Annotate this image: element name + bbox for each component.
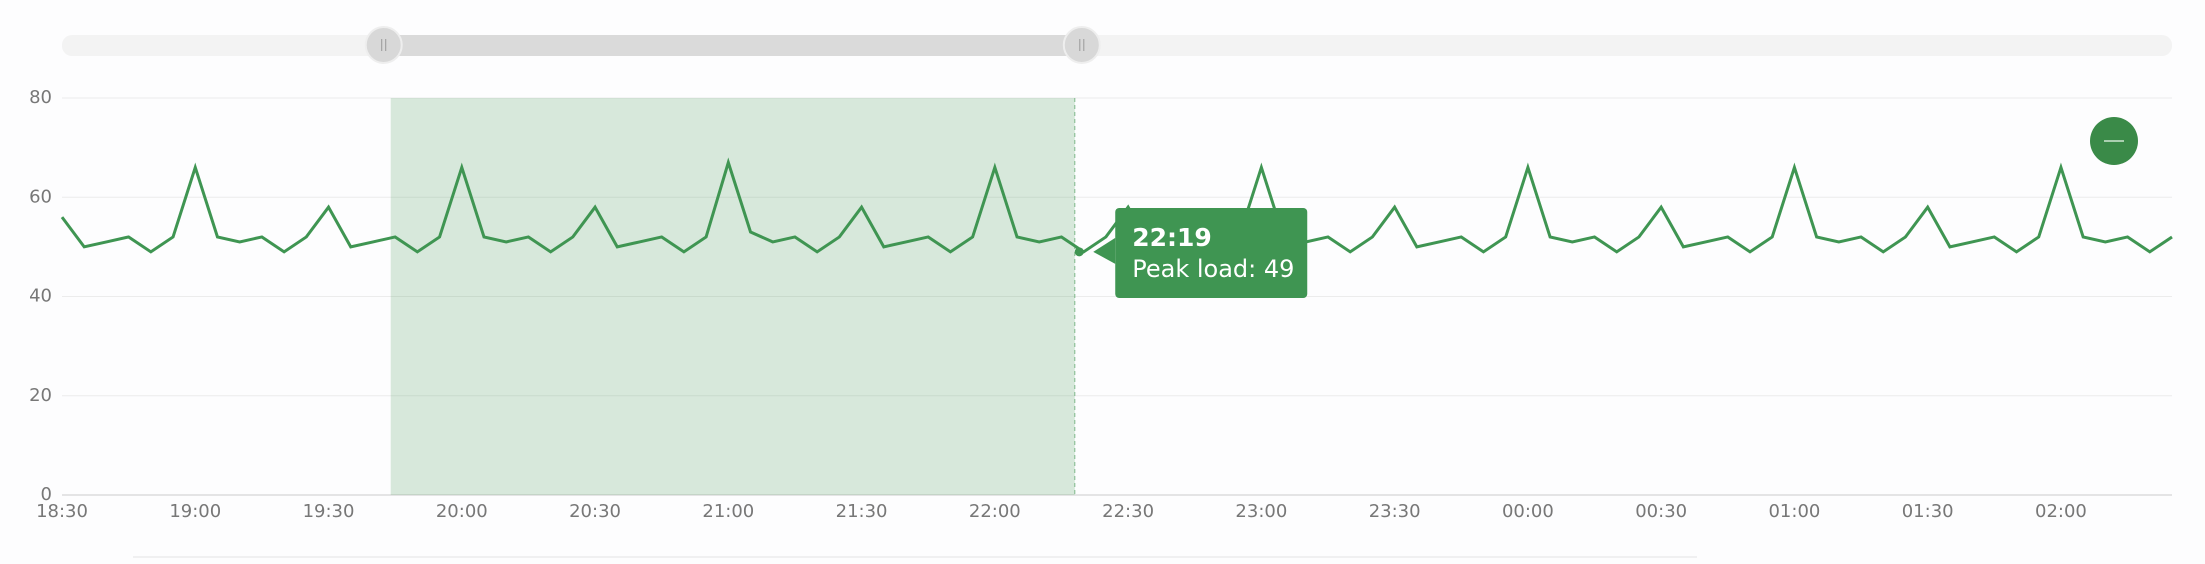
x-tick-label: 20:30 bbox=[569, 501, 621, 522]
y-tick-label: 0 bbox=[41, 484, 52, 505]
x-tick-label: 23:30 bbox=[1369, 501, 1421, 522]
tooltip-label: Peak load: 49 bbox=[1132, 255, 1294, 283]
slider-handle[interactable] bbox=[1062, 26, 1101, 64]
slider-handle[interactable] bbox=[364, 26, 403, 64]
x-tick-label: 20:00 bbox=[436, 501, 488, 522]
y-tick-label: 20 bbox=[29, 385, 52, 406]
x-tick-label: 23:00 bbox=[1235, 501, 1287, 522]
x-tick-label: 00:00 bbox=[1502, 501, 1554, 522]
x-tick-label: 21:30 bbox=[836, 501, 888, 522]
x-tick-label: 21:00 bbox=[702, 501, 754, 522]
x-tick-label: 18:30 bbox=[36, 501, 88, 522]
x-tick-label: 01:00 bbox=[1768, 501, 1820, 522]
x-tick-label: 22:30 bbox=[1102, 501, 1154, 522]
tooltip-pointer bbox=[1093, 237, 1116, 264]
tooltip-title: 22:19 bbox=[1132, 223, 1212, 252]
x-tick-label: 19:30 bbox=[303, 501, 355, 522]
x-tick-label: 01:30 bbox=[1902, 501, 1954, 522]
tooltip-point bbox=[1074, 247, 1084, 257]
y-tick-label: 40 bbox=[29, 286, 52, 307]
y-tick-label: 60 bbox=[29, 186, 52, 207]
x-tick-label: 02:00 bbox=[2035, 501, 2087, 522]
brush-area bbox=[390, 98, 1075, 495]
slider-range bbox=[383, 35, 1082, 56]
tooltip bbox=[1115, 208, 1308, 298]
x-tick-label: 22:00 bbox=[969, 501, 1021, 522]
x-tick-label: 19:00 bbox=[169, 501, 221, 522]
x-tick-label: 00:30 bbox=[1635, 501, 1687, 522]
y-tick-label: 80 bbox=[29, 87, 52, 108]
